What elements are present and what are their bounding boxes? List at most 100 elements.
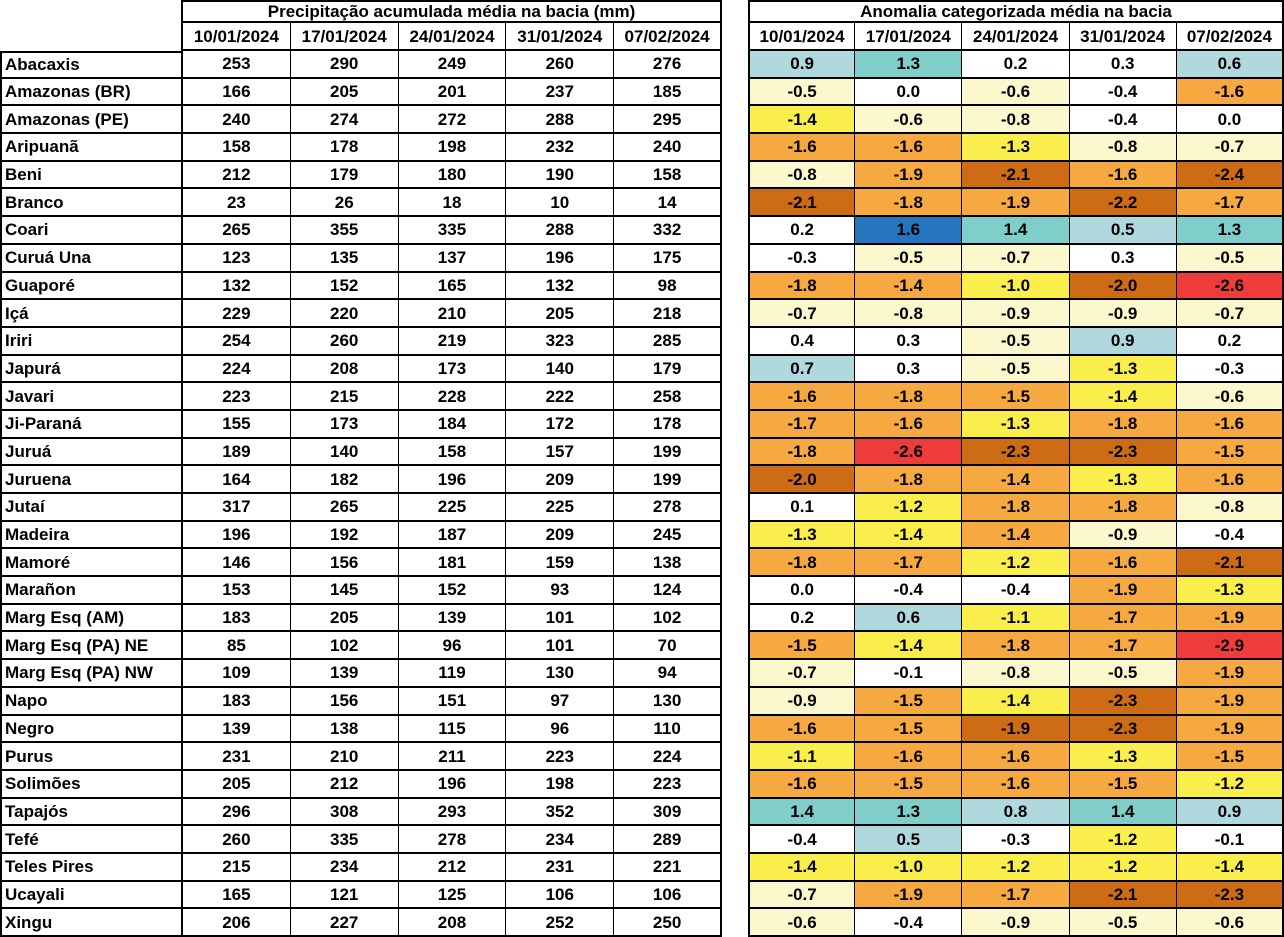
anomaly-value-cell: 0.9 <box>748 51 856 79</box>
precipitation-value-cell: 187 <box>398 521 507 550</box>
anomaly-value-cell: -0.4 <box>1069 106 1177 135</box>
precipitation-value-cell: 119 <box>398 660 507 688</box>
anomaly-value-cell: 0.0 <box>1176 106 1284 135</box>
precipitation-value-cell: 139 <box>398 604 507 633</box>
anomaly-value-cell: -0.9 <box>962 300 1070 328</box>
anomaly-value-cell: 0.3 <box>1069 51 1177 79</box>
precipitation-value-cell: 260 <box>506 51 615 79</box>
anomaly-value-cell: -1.3 <box>1176 577 1284 605</box>
precipitation-value-cell: 109 <box>183 660 291 688</box>
date-column-header: 31/01/2024 <box>1069 23 1177 51</box>
anomaly-value-cell: -1.5 <box>748 632 856 661</box>
anomaly-value-cell: 1.3 <box>855 798 963 827</box>
anomaly-value-cell: -0.9 <box>1069 521 1177 550</box>
anomaly-value-cell: -1.9 <box>1176 604 1284 633</box>
anomaly-value-cell: -1.9 <box>1176 660 1284 688</box>
precipitation-value-cell: 290 <box>290 51 399 79</box>
anomaly-value-cell: -1.9 <box>855 161 963 190</box>
anomaly-value-cell: -0.8 <box>1176 494 1284 522</box>
precipitation-value-cell: 229 <box>183 300 291 328</box>
anomaly-value-cell: -0.9 <box>962 909 1070 937</box>
basin-name: Marg Esq (PA) NE <box>0 632 183 661</box>
anomaly-value-cell: -2.2 <box>1069 189 1177 218</box>
anomaly-value-cell: 1.3 <box>855 51 963 79</box>
anomaly-value-cell: -1.6 <box>1176 466 1284 494</box>
basin-name: Negro <box>0 715 183 744</box>
anomaly-value-cell: -0.3 <box>748 244 856 273</box>
precipitation-value-cell: 227 <box>290 909 399 937</box>
precipitation-value-cell: 258 <box>614 383 722 411</box>
anomaly-value-cell: -1.8 <box>1069 410 1177 439</box>
basin-name: Aripuanã <box>0 134 183 162</box>
precipitation-value-cell: 206 <box>183 909 291 937</box>
precipitation-value-cell: 124 <box>614 577 722 605</box>
precipitation-value-cell: 209 <box>506 521 615 550</box>
anomaly-value-cell: -1.3 <box>962 410 1070 439</box>
anomaly-value-cell: -1.6 <box>748 134 856 162</box>
precipitation-value-cell: 212 <box>290 770 399 799</box>
anomaly-value-cell: -1.5 <box>1176 438 1284 467</box>
anomaly-value-cell: -1.8 <box>855 383 963 411</box>
anomaly-value-cell: -1.4 <box>855 521 963 550</box>
precipitation-value-cell: 212 <box>398 853 507 882</box>
anomaly-value-cell: -1.6 <box>855 743 963 771</box>
precipitation-value-cell: 157 <box>506 438 615 467</box>
precipitation-value-cell: 145 <box>290 577 399 605</box>
basin-name: Amazonas (PE) <box>0 106 183 135</box>
precipitation-value-cell: 221 <box>614 853 722 882</box>
precipitation-value-cell: 93 <box>506 577 615 605</box>
precipitation-value-cell: 165 <box>398 272 507 301</box>
anomaly-value-cell: -1.8 <box>1069 494 1177 522</box>
anomaly-value-cell: 0.9 <box>1176 798 1284 827</box>
date-column-header: 17/01/2024 <box>855 23 963 51</box>
anomaly-value-cell: 0.8 <box>962 798 1070 827</box>
anomaly-value-cell: -1.5 <box>1176 743 1284 771</box>
precipitation-value-cell: 288 <box>506 217 615 245</box>
precipitation-value-cell: 296 <box>183 798 291 827</box>
anomaly-value-cell: -0.8 <box>748 161 856 190</box>
precipitation-value-cell: 102 <box>290 632 399 661</box>
precipitation-value-cell: 140 <box>506 355 615 384</box>
anomaly-value-cell: 0.2 <box>1176 327 1284 356</box>
anomaly-value-cell: -1.4 <box>748 853 856 882</box>
anomaly-value-cell: 0.5 <box>1069 217 1177 245</box>
anomaly-value-cell: 0.4 <box>748 327 856 356</box>
anomaly-value-cell: -0.6 <box>1176 909 1284 937</box>
precipitation-value-cell: 106 <box>614 881 722 910</box>
anomaly-value-cell: -1.9 <box>1176 715 1284 744</box>
anomaly-value-cell: -1.0 <box>855 853 963 882</box>
anomaly-value-cell: -0.5 <box>962 355 1070 384</box>
anomaly-value-cell: -1.5 <box>962 383 1070 411</box>
anomaly-value-cell: -2.9 <box>1176 632 1284 661</box>
precipitation-value-cell: 125 <box>398 881 507 910</box>
anomaly-value-cell: -1.8 <box>962 632 1070 661</box>
precipitation-value-cell: 178 <box>614 410 722 439</box>
precipitation-value-cell: 295 <box>614 106 722 135</box>
anomaly-value-cell: -1.6 <box>962 743 1070 771</box>
precipitation-value-cell: 289 <box>614 826 722 854</box>
precipitation-value-cell: 196 <box>398 770 507 799</box>
precipitation-value-cell: 138 <box>614 549 722 578</box>
anomaly-value-cell: -0.7 <box>1176 134 1284 162</box>
anomaly-value-cell: -1.8 <box>748 549 856 578</box>
precipitation-value-cell: 272 <box>398 106 507 135</box>
anomaly-value-cell: -1.8 <box>748 438 856 467</box>
anomaly-value-cell: -1.4 <box>962 521 1070 550</box>
anomaly-value-cell: -2.1 <box>1069 881 1177 910</box>
precipitation-value-cell: 155 <box>183 410 291 439</box>
anomaly-value-cell: -1.4 <box>748 106 856 135</box>
anomaly-value-cell: -1.1 <box>962 604 1070 633</box>
precipitation-value-cell: 231 <box>506 853 615 882</box>
basin-name: Juruena <box>0 466 183 494</box>
precipitation-value-cell: 223 <box>183 383 291 411</box>
date-column-header: 24/01/2024 <box>398 23 507 51</box>
precipitation-value-cell: 183 <box>183 604 291 633</box>
precipitation-value-cell: 146 <box>183 549 291 578</box>
anomaly-value-cell: -2.3 <box>1069 687 1177 716</box>
precipitation-value-cell: 288 <box>506 106 615 135</box>
anomaly-value-cell: -0.5 <box>962 327 1070 356</box>
date-column-header: 24/01/2024 <box>962 23 1070 51</box>
anomaly-value-cell: -1.5 <box>1069 770 1177 799</box>
anomaly-value-cell: -0.7 <box>748 881 856 910</box>
anomaly-value-cell: -1.6 <box>1176 410 1284 439</box>
